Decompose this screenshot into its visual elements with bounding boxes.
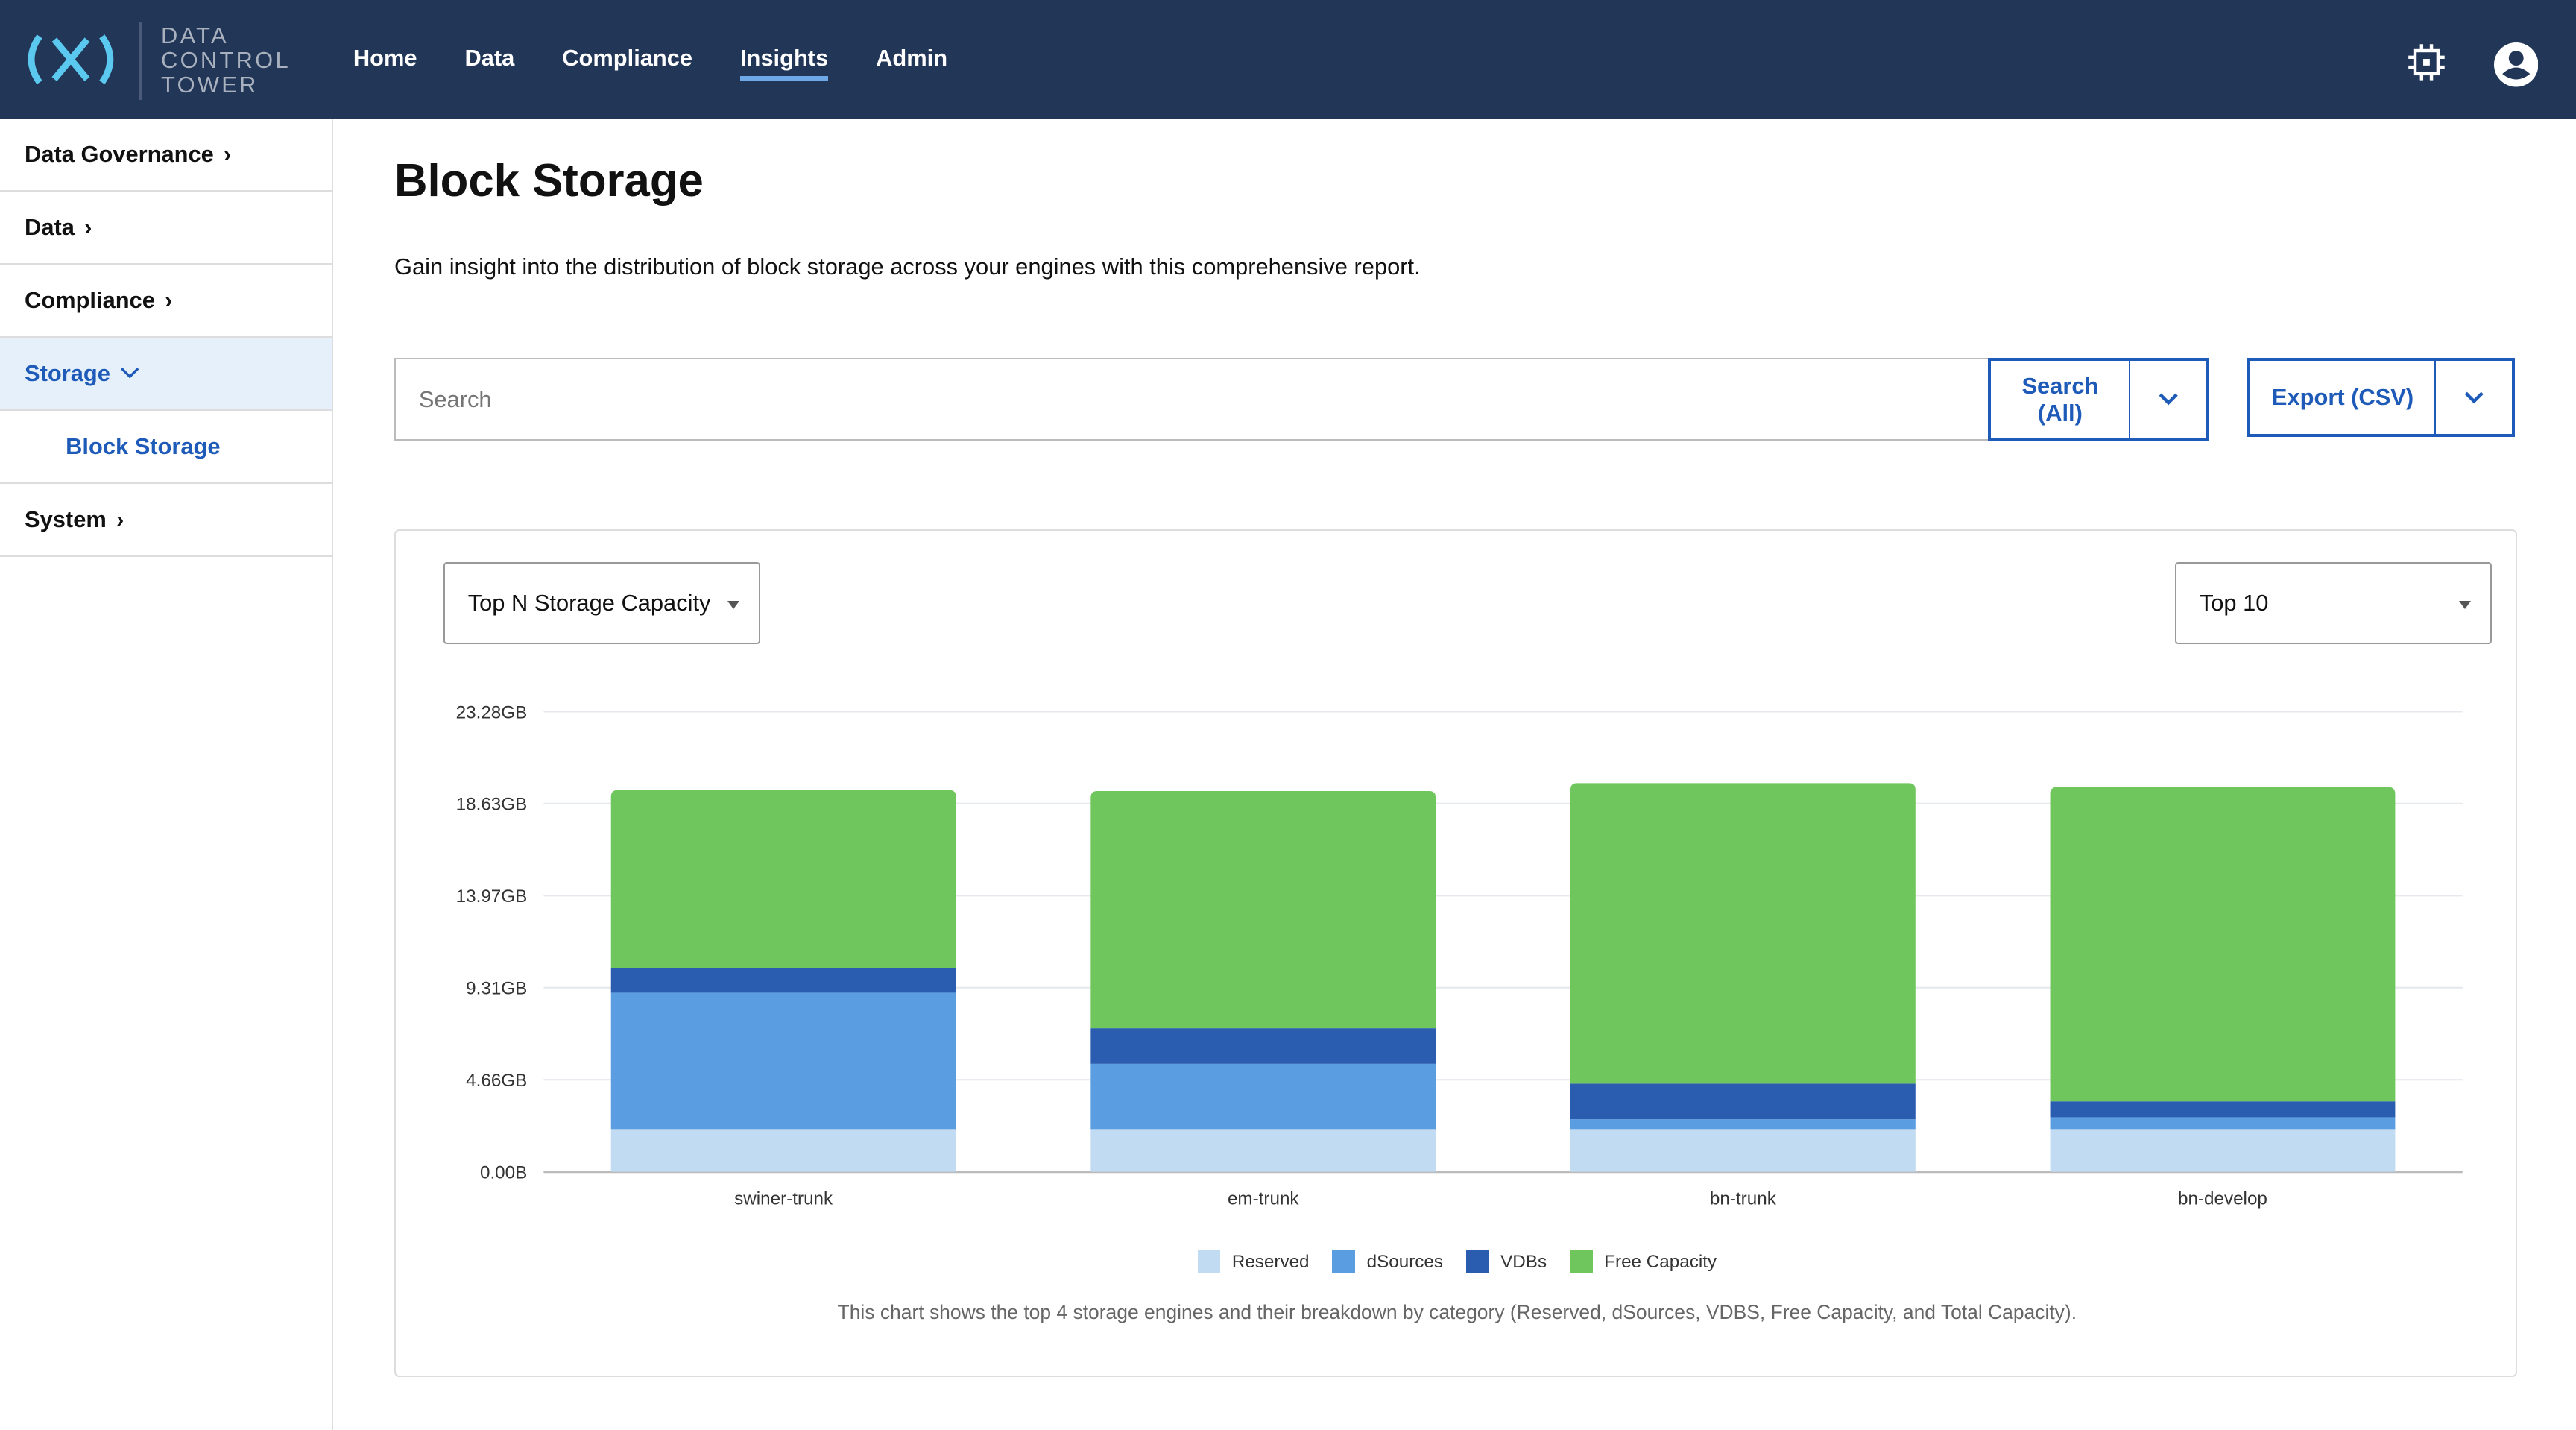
nav-compliance[interactable]: Compliance: [562, 44, 693, 71]
nav-home[interactable]: Home: [353, 44, 417, 71]
y-tick-label: 0.00B: [480, 1162, 527, 1182]
logo-line: CONTROL: [161, 46, 291, 73]
y-tick-label: 13.97GB: [456, 886, 528, 907]
bar-segment-dsources: [2050, 1117, 2396, 1130]
legend-item[interactable]: Reserved: [1197, 1250, 1310, 1273]
legend-item[interactable]: Free Capacity: [1569, 1250, 1717, 1273]
legend-swatch: [1332, 1250, 1356, 1273]
logo-divider: [139, 21, 142, 101]
sidebar: Data Governance › Data › Compliance › Stora…: [0, 118, 334, 1430]
sidebar-item-data-governance[interactable]: Data Governance ›: [0, 119, 332, 192]
legend-item[interactable]: VDBs: [1465, 1250, 1547, 1273]
sidebar-item-label: System: [25, 506, 107, 533]
caret-down-icon: [2458, 601, 2471, 610]
bar-segment-reserved: [1090, 1129, 1436, 1172]
search-all-button[interactable]: Search (All): [1987, 358, 2133, 441]
chevron-right-icon: ›: [116, 506, 124, 533]
legend-label: Free Capacity: [1604, 1251, 1717, 1272]
legend-label: Reserved: [1231, 1251, 1310, 1272]
legend-swatch: [1465, 1250, 1489, 1273]
bar-segment-dsources: [610, 992, 956, 1130]
sidebar-item-block-storage[interactable]: Block Storage: [0, 411, 332, 485]
logo-icon[interactable]: [23, 30, 119, 89]
top-n-value: Top 10: [2199, 589, 2269, 616]
logo-line: DATA: [161, 22, 229, 48]
logo-line: TOWER: [161, 71, 259, 98]
sidebar-item-label: Storage: [25, 359, 110, 386]
chevron-down-icon: [2464, 391, 2484, 403]
x-tick-label: bn-trunk: [1710, 1188, 1777, 1209]
search-input[interactable]: [394, 358, 1990, 441]
main-content: Block Storage Gain insight into the dist…: [394, 119, 2517, 1378]
bar-segment-vdbs: [610, 967, 956, 993]
sidebar-item-label: Compliance: [25, 286, 155, 313]
y-tick-label: 9.31GB: [466, 978, 527, 998]
chevron-down-icon: [121, 368, 139, 379]
export-csv-label: Export (CSV): [2271, 384, 2414, 411]
bar-segment-free-capacity: [2050, 787, 2396, 1101]
sidebar-item-label: Data Governance: [25, 140, 214, 167]
chart-card: Top N Storage Capacity Top 10 0.00B 4.66G…: [394, 529, 2519, 1378]
bar-segment-free-capacity: [1090, 790, 1436, 1028]
bar-segment-reserved: [2050, 1129, 2396, 1172]
nav-insights[interactable]: Insights: [739, 44, 829, 82]
chevron-right-icon: ›: [165, 286, 173, 313]
sidebar-item-label: Block Storage: [66, 433, 221, 460]
y-tick-label: 18.63GB: [456, 794, 528, 814]
y-tick-label: 23.28GB: [456, 702, 528, 722]
x-tick-label: bn-develop: [2178, 1188, 2267, 1209]
chevron-right-icon: ›: [223, 140, 232, 167]
nav-data[interactable]: Data: [464, 44, 515, 71]
account-icon[interactable]: [2493, 42, 2539, 87]
sidebar-item-compliance[interactable]: Compliance ›: [0, 265, 332, 338]
chart-legend: Reserved dSources VDBs Free Capacity: [396, 1250, 2519, 1273]
bar-segment-vdbs: [1090, 1027, 1436, 1064]
legend-swatch: [1197, 1250, 1221, 1273]
main-nav: Home Data Compliance Insights Admin: [353, 44, 948, 82]
page-title: Block Storage: [394, 155, 704, 207]
top-header: DATA CONTROL TOWER Home Data Compliance In…: [0, 0, 2576, 119]
bar-segment-reserved: [610, 1129, 956, 1172]
top-n-select[interactable]: Top 10: [2175, 561, 2493, 644]
export-dropdown-button[interactable]: [2434, 358, 2516, 438]
sidebar-item-system[interactable]: System ›: [0, 484, 332, 558]
bar-segment-vdbs: [1570, 1083, 1916, 1119]
chevron-right-icon: ›: [84, 213, 92, 240]
export-csv-button[interactable]: Export (CSV): [2247, 358, 2438, 438]
legend-item[interactable]: dSources: [1332, 1250, 1443, 1273]
bar-segment-vdbs: [2050, 1100, 2396, 1118]
chip-icon[interactable]: [2407, 42, 2446, 82]
bar-segment-free-capacity: [1570, 783, 1916, 1084]
search-dropdown-button[interactable]: [2129, 358, 2210, 441]
x-tick-label: swiner-trunk: [734, 1188, 833, 1209]
bar-segment-dsources: [1570, 1118, 1916, 1130]
bar-segment-free-capacity: [610, 790, 956, 968]
stacked-bar-chart: 0.00B 4.66GB 9.31GB 13.97GB 18.63GB 23.28GB sw…: [456, 702, 2463, 1209]
legend-swatch: [1569, 1250, 1593, 1273]
legend-label: VDBs: [1500, 1251, 1547, 1272]
search-all-label: Search (All): [2021, 372, 2099, 426]
search-row: Search (All) Export (CSV): [394, 358, 2517, 441]
sidebar-item-storage[interactable]: Storage: [0, 337, 332, 411]
x-tick-label: em-trunk: [1228, 1188, 1299, 1209]
y-tick-label: 4.66GB: [466, 1071, 527, 1091]
chevron-down-icon: [2159, 393, 2179, 406]
sidebar-item-label: Data: [25, 213, 75, 240]
legend-label: dSources: [1366, 1251, 1444, 1272]
chart-type-select[interactable]: Top N Storage Capacity: [443, 561, 761, 644]
bar-segment-reserved: [1570, 1129, 1916, 1172]
sidebar-item-data[interactable]: Data ›: [0, 192, 332, 265]
caret-down-icon: [727, 601, 739, 610]
chart-note: This chart shows the top 4 storage engin…: [837, 1301, 2077, 1324]
logo-text: DATA CONTROL TOWER: [161, 23, 291, 97]
bar-segment-dsources: [1090, 1063, 1436, 1130]
nav-admin[interactable]: Admin: [876, 44, 948, 71]
page-description: Gain insight into the distribution of bl…: [394, 253, 1421, 280]
chart-type-value: Top N Storage Capacity: [467, 589, 711, 616]
